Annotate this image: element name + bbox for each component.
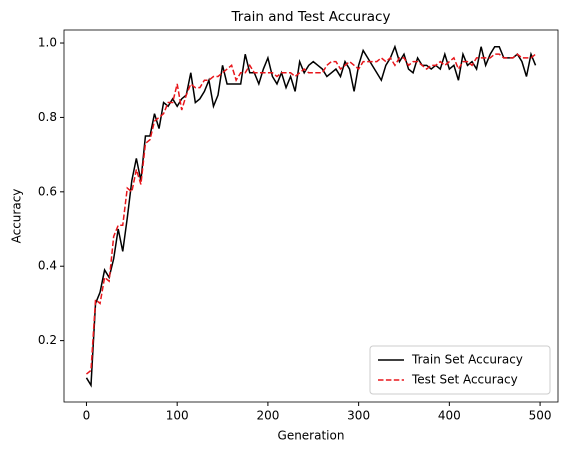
legend-label: Test Set Accuracy: [411, 373, 518, 387]
series-line: [85, 44, 537, 388]
chart-title: Train and Test Accuracy: [231, 9, 391, 25]
y-tick-label: 0.4: [38, 259, 57, 273]
x-tick-label: 400: [438, 409, 461, 423]
x-tick-label: 200: [256, 409, 279, 423]
legend-box: [369, 345, 551, 395]
y-tick-label: 0.6: [38, 184, 57, 198]
y-tick-label: 0.2: [38, 333, 57, 347]
series-line: [85, 53, 537, 375]
y-axis-label: Accuracy: [10, 189, 24, 244]
x-tick-label: 100: [166, 409, 189, 423]
legend-label: Train Set Accuracy: [411, 353, 523, 367]
y-tick-label: 1.0: [38, 36, 57, 50]
plot-frame: [63, 29, 559, 403]
y-tick-label: 0.8: [38, 110, 57, 124]
x-tick-label: 500: [529, 409, 552, 423]
x-axis-label: Generation: [278, 429, 345, 443]
x-tick-label: 300: [347, 409, 370, 423]
x-tick-label: 0: [83, 409, 91, 423]
